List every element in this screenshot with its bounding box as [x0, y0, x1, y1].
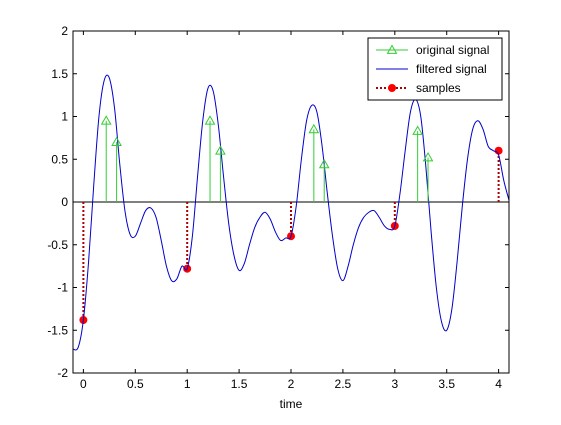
y-tick-label: 0.5 [51, 152, 68, 166]
original-marker [215, 145, 226, 155]
x-tick-label: 2.5 [335, 377, 352, 391]
x-tick-label: 3 [391, 377, 398, 391]
original-marker [308, 123, 320, 134]
original-marker [318, 158, 330, 169]
legend-label: original signal [416, 43, 489, 57]
y-tick-label: -0.5 [47, 238, 68, 252]
y-tick-label: 0 [61, 195, 68, 209]
sample-point [494, 146, 503, 155]
x-tick-label: 4 [495, 377, 502, 391]
original-marker [422, 152, 434, 162]
legend-samples-marker [388, 84, 396, 92]
x-axis-label: time [280, 397, 303, 411]
original-marker [204, 115, 216, 125]
original-marker [111, 136, 122, 147]
x-tick-label: 0 [80, 377, 87, 391]
y-tick-label: 2 [61, 24, 68, 38]
original-marker [100, 115, 112, 125]
x-tick-label: 0.5 [127, 377, 144, 391]
x-tick-label: 1 [184, 377, 191, 391]
x-tick-label: 2 [288, 377, 295, 391]
filtered-signal-line [72, 74, 510, 351]
x-tick-label: 1.5 [231, 377, 248, 391]
legend-original-marker [386, 44, 398, 54]
y-tick-label: -1 [57, 281, 68, 295]
legend-label: filtered signal [416, 62, 487, 76]
y-tick-label: 1 [61, 110, 68, 124]
legend-label: samples [416, 81, 461, 95]
y-tick-label: 1.5 [51, 67, 68, 81]
original-marker [412, 125, 424, 135]
x-tick-label: 3.5 [438, 377, 455, 391]
y-tick-label: -2 [57, 366, 68, 380]
y-tick-label: -1.5 [47, 323, 68, 337]
